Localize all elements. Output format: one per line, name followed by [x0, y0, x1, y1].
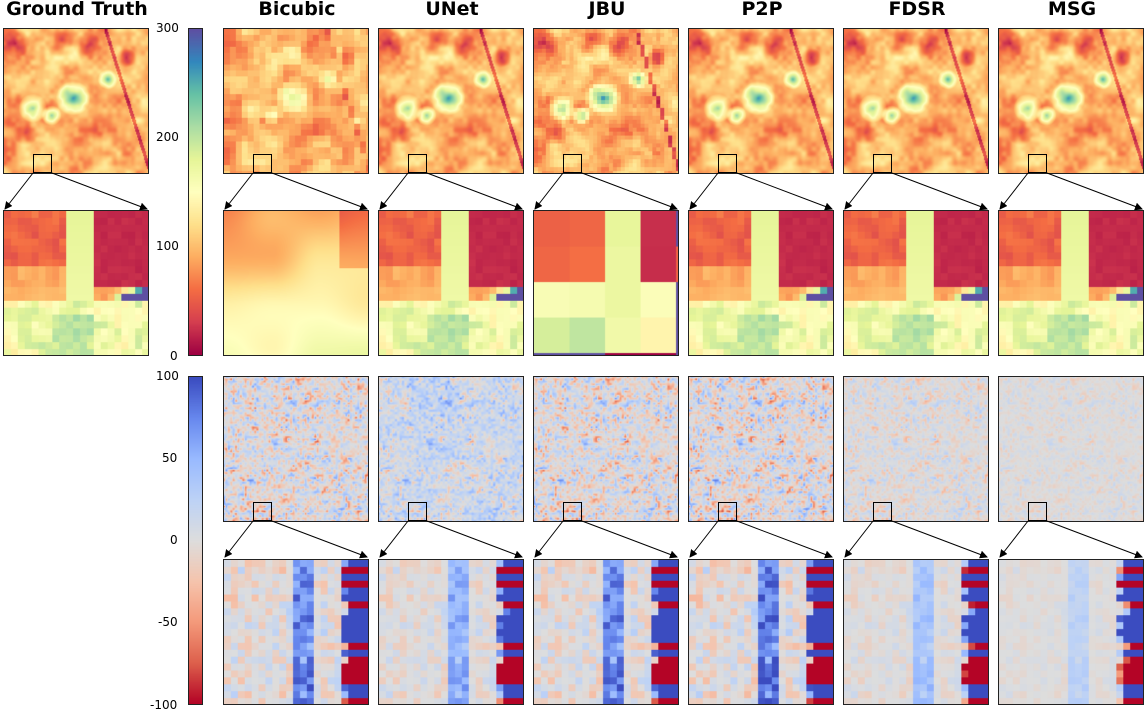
bicubic-err-arrow-right [271, 520, 368, 559]
unet-pred-arrow-left [379, 172, 409, 210]
msg-pred-zoom-box [1028, 154, 1047, 173]
fdsr-pred-arrow-right [891, 172, 988, 211]
prediction-tick-200: 200 [156, 130, 179, 144]
jbu-err-arrow-right [581, 520, 678, 559]
p2p-err-zoom-box [718, 502, 737, 521]
msg-err-arrow-left [999, 520, 1029, 558]
bicubic-pred-arrow-left [224, 172, 254, 210]
fdsr-pred-panel [843, 28, 989, 174]
p2p-err-arrow-left [689, 520, 719, 558]
p2p-pred-panel [688, 28, 834, 174]
gt-pred-panel [3, 28, 149, 174]
unet-predzoom-panel [378, 210, 524, 356]
msg-err-panel [998, 376, 1144, 522]
error-colorbar [188, 376, 203, 705]
jbu-predzoom-panel [533, 210, 679, 356]
jbu-pred-arrow-left [534, 172, 564, 210]
jbu-errzoom-panel [533, 559, 679, 705]
gt-predzoom-panel [3, 210, 149, 356]
msg-pred-arrow-right [1046, 172, 1143, 211]
bicubic-err-zoom-box [253, 502, 272, 521]
column-title-fdsr: FDSR [888, 0, 946, 20]
msg-errzoom-panel [998, 559, 1144, 705]
bicubic-err-panel [223, 376, 369, 522]
fdsr-pred-arrow-left [844, 172, 874, 210]
jbu-err-arrow-left [534, 520, 564, 558]
p2p-pred-arrow-left [689, 172, 719, 210]
bicubic-pred-arrow-right [271, 172, 368, 211]
column-title-msg: MSG [1047, 0, 1097, 20]
column-title-unet: UNet [425, 0, 479, 20]
fdsr-predzoom-panel [843, 210, 989, 356]
fdsr-err-arrow-right [891, 520, 988, 559]
p2p-err-panel [688, 376, 834, 522]
jbu-pred-panel [533, 28, 679, 174]
msg-err-arrow-right [1046, 520, 1143, 559]
unet-pred-arrow-right [426, 172, 523, 211]
p2p-pred-zoom-box [718, 154, 737, 173]
prediction-tick-300: 300 [156, 21, 179, 35]
prediction-tick-0: 0 [170, 349, 178, 363]
msg-err-zoom-box [1028, 502, 1047, 521]
jbu-err-zoom-box [563, 502, 582, 521]
unet-err-panel [378, 376, 524, 522]
fdsr-errzoom-panel [843, 559, 989, 705]
prediction-tick-100: 100 [156, 239, 179, 253]
fdsr-err-panel [843, 376, 989, 522]
bicubic-pred-panel [223, 28, 369, 174]
gt-pred-arrow-left [4, 172, 34, 210]
gt-pred-arrow-right [51, 172, 148, 211]
fdsr-pred-zoom-box [873, 154, 892, 173]
unet-errzoom-panel [378, 559, 524, 705]
error-tick-minus100: -100 [150, 698, 178, 712]
msg-pred-arrow-left [999, 172, 1029, 210]
bicubic-errzoom-panel [223, 559, 369, 705]
jbu-err-panel [533, 376, 679, 522]
column-title-jbu: JBU [588, 0, 626, 20]
gt-pred-zoom-box [33, 154, 52, 173]
jbu-pred-arrow-right [581, 172, 678, 211]
prediction-colorbar [188, 28, 203, 356]
fdsr-err-zoom-box [873, 502, 892, 521]
column-title-bicubic: Bicubic [258, 0, 336, 20]
msg-pred-panel [998, 28, 1144, 174]
column-title-gt: Ground Truth [6, 0, 148, 20]
unet-pred-zoom-box [408, 154, 427, 173]
column-title-p2p: P2P [741, 0, 783, 20]
bicubic-err-arrow-left [224, 520, 254, 558]
jbu-pred-zoom-box [563, 154, 582, 173]
unet-err-arrow-left [379, 520, 409, 558]
unet-pred-panel [378, 28, 524, 174]
p2p-pred-arrow-right [736, 172, 833, 211]
error-tick-50: 50 [162, 451, 178, 465]
p2p-err-arrow-right [736, 520, 833, 559]
unet-err-zoom-box [408, 502, 427, 521]
p2p-errzoom-panel [688, 559, 834, 705]
error-tick-100: 100 [156, 369, 179, 383]
unet-err-arrow-right [426, 520, 523, 559]
fdsr-err-arrow-left [844, 520, 874, 558]
msg-predzoom-panel [998, 210, 1144, 356]
p2p-predzoom-panel [688, 210, 834, 356]
bicubic-predzoom-panel [223, 210, 369, 356]
bicubic-pred-zoom-box [253, 154, 272, 173]
error-tick-0: 0 [170, 533, 178, 547]
error-tick-minus50: -50 [158, 615, 178, 629]
